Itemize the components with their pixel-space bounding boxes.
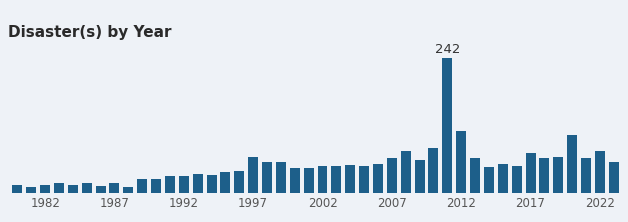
Bar <box>512 166 522 193</box>
Bar <box>54 183 64 193</box>
Bar <box>470 159 480 193</box>
Bar <box>332 166 342 193</box>
Bar <box>220 172 230 193</box>
Bar <box>539 158 550 193</box>
Bar <box>553 157 563 193</box>
Bar <box>193 174 203 193</box>
Bar <box>526 153 536 193</box>
Bar <box>262 162 272 193</box>
Bar <box>581 158 591 193</box>
Bar <box>13 185 23 193</box>
Bar <box>567 135 577 193</box>
Bar <box>428 148 438 193</box>
Bar <box>414 160 425 193</box>
Bar <box>165 176 175 193</box>
Bar <box>109 183 119 193</box>
Bar <box>137 179 147 193</box>
Bar <box>373 164 383 193</box>
Bar <box>234 171 244 193</box>
Bar <box>179 176 189 193</box>
Bar <box>484 167 494 193</box>
Bar <box>318 166 327 193</box>
Text: 242: 242 <box>435 43 460 56</box>
Bar <box>442 58 452 193</box>
Bar <box>40 185 50 193</box>
Bar <box>498 164 508 193</box>
Bar <box>609 162 619 193</box>
Bar <box>151 179 161 193</box>
Bar <box>456 131 466 193</box>
Bar <box>595 151 605 193</box>
Bar <box>248 157 258 193</box>
Bar <box>345 165 355 193</box>
Bar <box>387 158 397 193</box>
Bar <box>304 168 313 193</box>
Bar <box>401 151 411 193</box>
Bar <box>82 183 92 193</box>
Bar <box>359 166 369 193</box>
Bar <box>290 168 300 193</box>
Bar <box>276 162 286 193</box>
Text: Disaster(s) by Year: Disaster(s) by Year <box>8 26 171 40</box>
Bar <box>26 187 36 193</box>
Bar <box>68 185 78 193</box>
Bar <box>123 187 133 193</box>
Bar <box>95 186 106 193</box>
Bar <box>207 175 217 193</box>
